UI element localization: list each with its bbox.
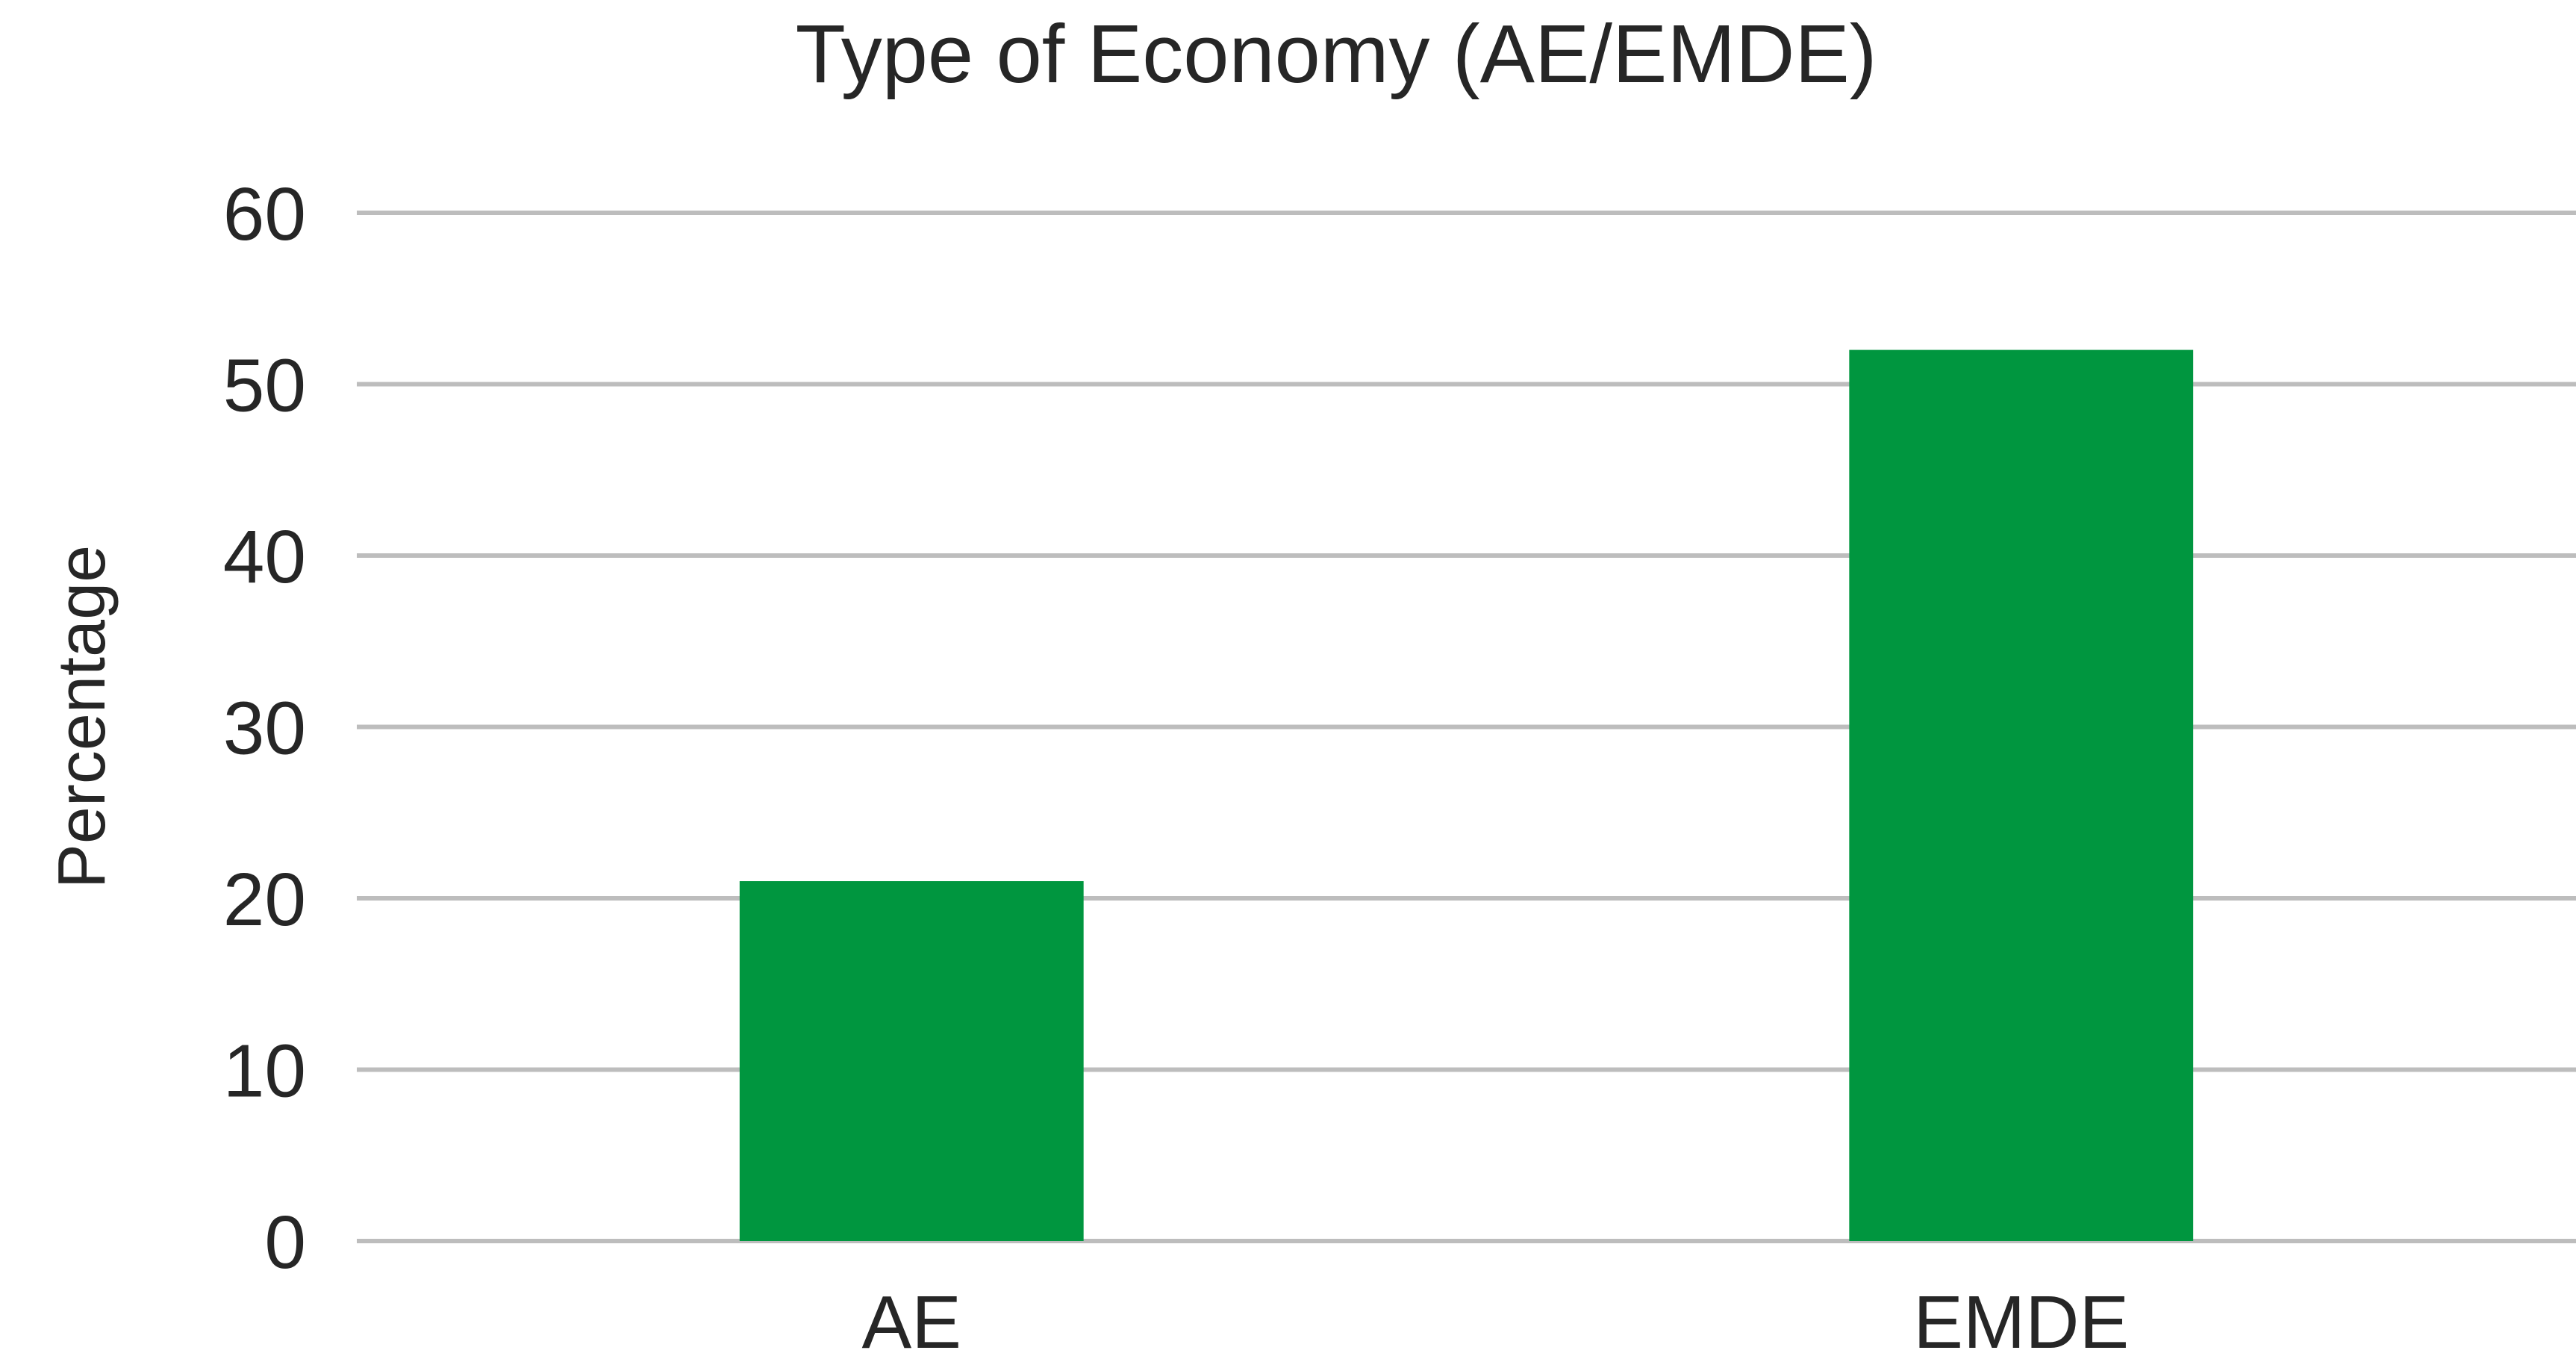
bar-emde — [1849, 349, 2194, 1242]
y-axis-label: Percentage — [45, 545, 119, 889]
chart-title: Type of Economy (AE/EMDE) — [796, 8, 1877, 100]
x-tick-labels: AE EMDE — [862, 1281, 2130, 1362]
bar-ae — [739, 881, 1084, 1241]
y-tick-label: 10 — [223, 1030, 306, 1113]
y-tick-label: 0 — [264, 1201, 306, 1284]
bars — [739, 349, 2194, 1242]
x-tick-label: AE — [862, 1281, 961, 1362]
gridlines — [357, 211, 2576, 1243]
x-tick-label: EMDE — [1913, 1281, 2129, 1362]
y-tick-label: 30 — [223, 687, 306, 771]
y-tick-label: 60 — [223, 172, 306, 256]
y-tick-label: 40 — [223, 515, 306, 599]
y-tick-label: 20 — [223, 858, 306, 942]
y-tick-label: 50 — [223, 344, 306, 428]
y-tick-labels: 0 10 20 30 40 50 60 — [223, 172, 306, 1284]
